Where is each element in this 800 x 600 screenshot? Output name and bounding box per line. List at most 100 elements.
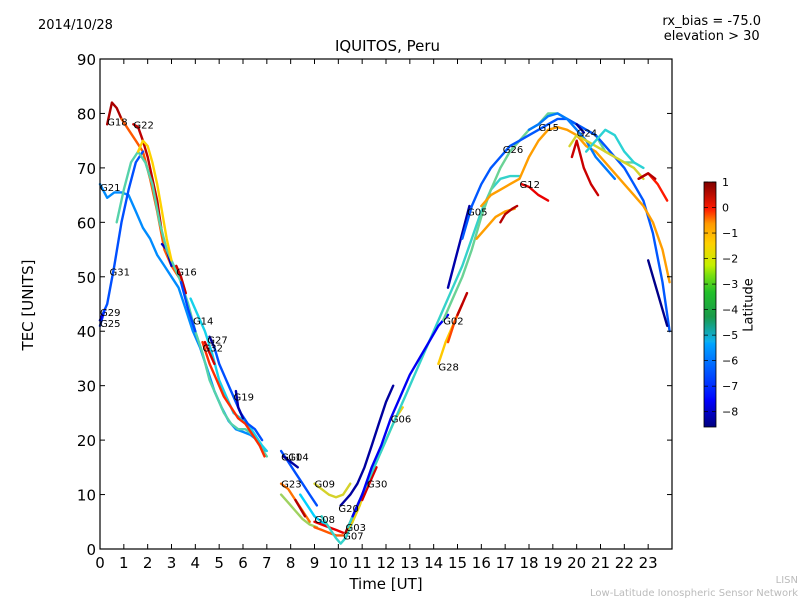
colorbar-tick-label: −4 [722, 304, 738, 317]
series-trace-g23c [279, 493, 319, 529]
series-label-g03: G03 [345, 523, 365, 534]
series-trace-g12b [520, 182, 550, 202]
colorbar-tick-label: −7 [722, 380, 738, 393]
x-tick-label: 15 [448, 554, 467, 572]
series-trace-g23d [299, 493, 330, 529]
series-trace-g24b [570, 139, 600, 197]
series-label-g12: G12 [519, 180, 539, 191]
colorbar: 1 0 −1 −2 −3 −4 −5 −6 −7 −8 [703, 176, 738, 428]
rx-bias-label: rx_bias = -75.0 [662, 14, 761, 29]
series-label-g32: G32 [202, 344, 222, 355]
x-tick-label: 0 [95, 554, 105, 572]
x-tick-label: 7 [262, 554, 272, 572]
series-trace-g31 [98, 150, 145, 322]
series-label-g06: G06 [391, 414, 411, 425]
series-trace-g14d [203, 340, 216, 366]
x-axis-label: Time [UT] [349, 575, 423, 593]
y-tick-label: 10 [77, 487, 96, 505]
series-trace-g14c [201, 340, 266, 458]
series-trace-g14b [179, 281, 197, 333]
colorbar-tick-label: 1 [722, 176, 729, 189]
series-trace-g10 [456, 291, 469, 317]
series-label-g30: G30 [367, 480, 387, 491]
colorbar-gradient [703, 181, 717, 428]
series-trace-g06b [351, 313, 450, 518]
colorbar-tick-label: −1 [722, 227, 738, 240]
series-label-g28: G28 [438, 363, 458, 374]
colorbar-tick-label: 0 [722, 202, 729, 215]
x-tick-label: 19 [543, 554, 562, 572]
series-trace-g23b [294, 498, 307, 518]
x-tick-label: 10 [329, 554, 348, 572]
y-tick-label: 60 [77, 214, 96, 232]
series-trace-g24d [585, 128, 645, 170]
series-label-g27: G27 [207, 335, 227, 346]
y-tick-label: 70 [77, 160, 96, 178]
x-tick-label: 8 [286, 554, 296, 572]
series-trace-g16 [175, 264, 188, 295]
series-label-g23: G23 [281, 480, 301, 491]
series-label-g05: G05 [467, 207, 487, 218]
series-trace-g24 [575, 123, 585, 134]
series-trace-g26 [461, 117, 671, 333]
series-label-g29: G29 [100, 308, 120, 319]
series-trace-g05c [499, 204, 519, 224]
x-tick-label: 20 [567, 554, 586, 572]
series-trace-g30 [361, 466, 378, 502]
series-label-g08: G08 [315, 515, 335, 526]
series-trace-g04 [282, 455, 299, 469]
x-tick-label: 9 [310, 554, 320, 572]
x-tick-label: 21 [591, 554, 610, 572]
series-label-g18: G18 [107, 118, 127, 129]
colorbar-tick-label: −8 [722, 406, 738, 419]
series-label-g02: G02 [443, 316, 463, 327]
y-tick-label: 30 [77, 378, 96, 396]
y-tick-label: 40 [77, 323, 96, 341]
series-label-g07: G07 [343, 531, 363, 542]
series-trace-g08c [320, 515, 354, 545]
x-tick-label: 16 [472, 554, 491, 572]
chart-title: IQUITOS, Peru [334, 37, 441, 55]
colorbar-tick-label: −6 [722, 355, 738, 368]
series-trace-g24g [647, 259, 669, 327]
x-tick-label: 14 [424, 554, 443, 572]
series-trace-g20 [339, 384, 395, 507]
colorbar-tick-label: −5 [722, 329, 738, 342]
x-tick-label: 5 [214, 554, 224, 572]
x-tick-label: 18 [519, 554, 538, 572]
series-label-g25: G25 [100, 319, 120, 330]
x-tick-label: 6 [238, 554, 248, 572]
colorbar-tick-label: −2 [722, 253, 738, 266]
series-trace-g22 [132, 123, 164, 235]
series-label-g04: G04 [288, 452, 308, 463]
series-label-g09: G09 [315, 480, 335, 491]
y-tick-label: 90 [77, 51, 96, 69]
org-long-label: Low-Latitude Ionospheric Sensor Network [590, 588, 798, 599]
series-label-g24: G24 [577, 129, 597, 140]
date-label: 2014/10/28 [38, 18, 113, 33]
x-tick-label: 13 [400, 554, 419, 572]
elevation-label: elevation > 30 [663, 29, 760, 44]
series-trace-g27 [208, 335, 216, 349]
org-short-label: LISN [775, 575, 798, 586]
series-trace-g18 [105, 101, 123, 126]
series-trace-g08b [313, 526, 345, 537]
x-tick-label: 1 [119, 554, 129, 572]
x-tick-label: 17 [496, 554, 515, 572]
series-trace-g22b [136, 139, 173, 262]
series-label-g11: G11 [281, 452, 301, 463]
bias-info: rx_bias = -75.0 elevation > 30 [662, 14, 761, 44]
series-label-g19: G19 [233, 393, 253, 404]
y-tick-label: 0 [86, 541, 96, 559]
series-trace-g24f [637, 172, 657, 181]
series-label-g26: G26 [503, 145, 523, 156]
y-tick-label: 20 [77, 432, 96, 450]
series-label-g16: G16 [176, 267, 196, 278]
series-label-g22: G22 [133, 120, 153, 131]
series-trace-g09 [313, 482, 352, 499]
series-label-g20: G20 [338, 504, 358, 515]
y-tick-label: 80 [77, 105, 96, 123]
x-tick-label: 2 [143, 554, 153, 572]
